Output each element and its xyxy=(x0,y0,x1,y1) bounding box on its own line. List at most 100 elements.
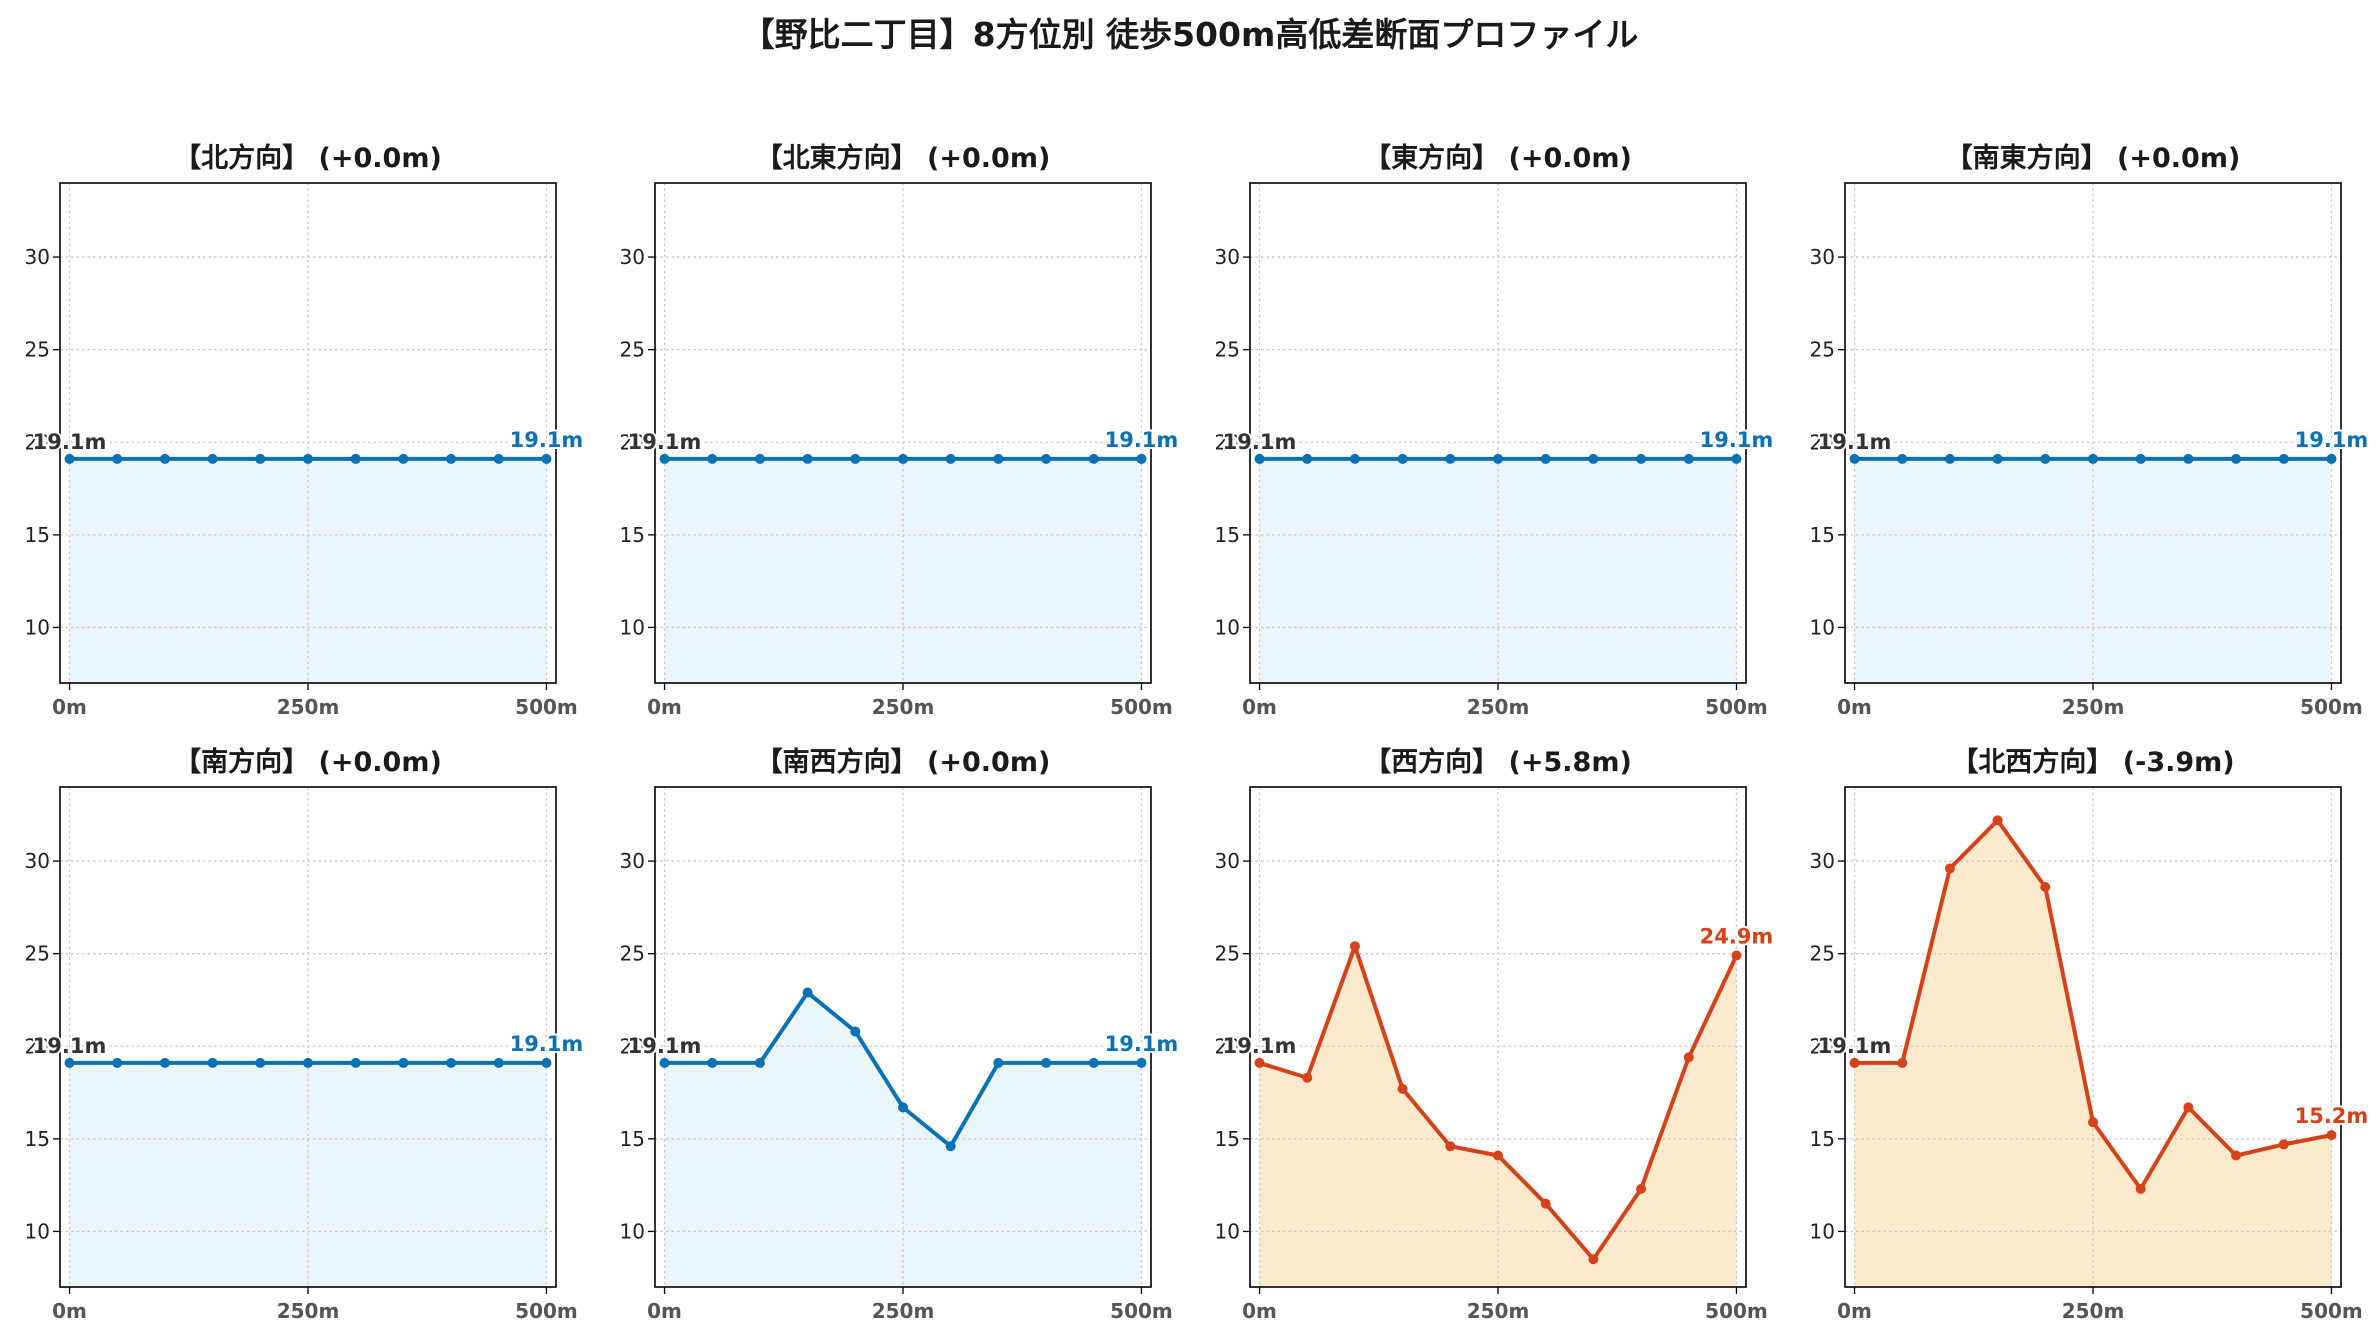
panel-5-ytick-label-2: 20 xyxy=(620,1034,645,1058)
panel-3-point-1 xyxy=(1897,453,1908,464)
panel-0-point-3 xyxy=(207,453,218,464)
panel-4-xtick-label-1: 250m xyxy=(277,1299,340,1323)
panel-7-point-10 xyxy=(2326,1130,2337,1141)
panel-6-ytick-label-3: 25 xyxy=(1215,942,1240,966)
panel-1-point-2 xyxy=(754,453,765,464)
panel-6: 10 15 20 25 30 0m 250m 500m 【西方向】 (+5.8m) 19.1m 24… xyxy=(1215,746,1776,1323)
panel-5: 10 15 20 25 30 0m 250m 500m 【南西方向】 (+0.0m) 19.1m 1… xyxy=(620,746,1181,1323)
panel-6-end-label: 24.9m xyxy=(1700,925,1774,949)
panel-0-xtick-label-1: 250m xyxy=(277,695,340,719)
panel-4-point-5 xyxy=(303,1057,313,1068)
panel-0-ytick-label-3: 25 xyxy=(25,338,50,362)
panel-2-xtick-label-0: 0m xyxy=(1242,695,1277,719)
panel-5-point-8 xyxy=(1041,1057,1052,1068)
panel-2-point-2 xyxy=(1349,453,1360,464)
panel-1-point-9 xyxy=(1088,453,1099,464)
panel-7: 10 15 20 25 30 0m 250m 500m 【北西方向】 (-3.9m) 19.1m 1… xyxy=(1810,746,2371,1323)
panel-2-ytick-label-2: 20 xyxy=(1215,430,1240,454)
panel-0-xtick-label-2: 500m xyxy=(515,695,578,719)
panel-6-point-8 xyxy=(1636,1183,1647,1194)
panel-7-point-3 xyxy=(1992,815,2003,826)
panel-0-ytick-label-0: 10 xyxy=(25,615,50,639)
panel-1-xtick-label-2: 500m xyxy=(1110,695,1173,719)
panel-1-ytick-label-4: 30 xyxy=(620,245,645,269)
panel-4-point-3 xyxy=(207,1057,218,1068)
panel-3-ytick-label-0: 10 xyxy=(1810,615,1835,639)
panel-3: 10 15 20 25 30 0m 250m 500m 【南東方向】 (+0.0m) 19.1m 1… xyxy=(1810,142,2371,719)
panel-7-ytick-label-3: 25 xyxy=(1810,942,1835,966)
panel-6-point-9 xyxy=(1683,1052,1694,1063)
panel-7-point-4 xyxy=(2040,882,2051,892)
panel-2-title: 【東方向】 (+0.0m) xyxy=(1364,142,1632,174)
panel-4-point-8 xyxy=(446,1057,457,1068)
panel-5-end-label: 19.1m xyxy=(1105,1032,1179,1056)
panel-1-end-label: 19.1m xyxy=(1105,428,1179,452)
panel-4-start-label: 19.1m xyxy=(33,1034,107,1058)
figure-title: 【野比二丁目】8方位別 徒歩500m高低差断面プロファイル xyxy=(741,15,1639,54)
panel-0-point-2 xyxy=(159,453,170,464)
panel-4-end-label: 19.1m xyxy=(510,1032,584,1056)
panel-5-point-10 xyxy=(1136,1057,1147,1068)
panel-2-point-5 xyxy=(1493,453,1503,464)
panel-0-point-8 xyxy=(446,453,457,464)
panel-1-point-6 xyxy=(945,453,956,464)
panel-6-title: 【西方向】 (+5.8m) xyxy=(1364,746,1632,778)
panel-1-point-0 xyxy=(659,453,670,464)
panel-5-point-7 xyxy=(993,1057,1004,1068)
panel-1-ytick-label-1: 15 xyxy=(620,523,645,547)
panel-5-xtick-label-2: 500m xyxy=(1110,1299,1173,1323)
panel-5-point-2 xyxy=(754,1057,765,1068)
panel-4-point-0 xyxy=(64,1057,75,1068)
panel-4-point-4 xyxy=(255,1057,266,1068)
panel-2-xtick-label-1: 250m xyxy=(1467,695,1530,719)
panel-1-point-10 xyxy=(1136,453,1147,464)
panel-1-xtick-label-0: 0m xyxy=(647,695,682,719)
panel-4-point-1 xyxy=(112,1057,123,1068)
panel-2-end-label: 19.1m xyxy=(1700,428,1774,452)
panel-5-axes-frame xyxy=(654,786,1152,1288)
panel-0: 10 15 20 25 30 0m 250m 500m 【北方向】 (+0.0m) 19.1m 19… xyxy=(25,142,586,719)
panel-3-point-5 xyxy=(2088,453,2098,464)
panel-2-ytick-label-4: 30 xyxy=(1215,245,1240,269)
panel-7-point-5 xyxy=(2088,1117,2098,1128)
panel-7-point-7 xyxy=(2183,1102,2194,1113)
panel-3-point-8 xyxy=(2231,453,2242,464)
panel-3-point-7 xyxy=(2183,453,2194,464)
panel-0-ytick-label-2: 20 xyxy=(25,430,50,454)
panel-4-point-9 xyxy=(493,1057,504,1068)
panel-1-axes-frame xyxy=(654,182,1152,684)
panel-7-point-0 xyxy=(1849,1057,1860,1068)
panel-5-ytick-label-1: 15 xyxy=(620,1127,645,1151)
panel-0-end-label: 19.1m xyxy=(510,428,584,452)
panel-2-point-0 xyxy=(1254,453,1265,464)
panel-0-point-7 xyxy=(398,453,409,464)
panel-2-ytick-label-3: 25 xyxy=(1215,338,1240,362)
panel-2-ytick-label-0: 10 xyxy=(1215,615,1240,639)
panel-0-axes-frame xyxy=(59,182,557,684)
panel-5-point-9 xyxy=(1088,1057,1099,1068)
panel-2-point-1 xyxy=(1302,453,1313,464)
panel-7-xtick-label-0: 0m xyxy=(1837,1299,1872,1323)
panel-6-xtick-label-2: 500m xyxy=(1705,1299,1768,1323)
panel-4-xtick-label-0: 0m xyxy=(52,1299,87,1323)
panel-6-ytick-label-1: 15 xyxy=(1215,1127,1240,1151)
panel-6-ytick-label-4: 30 xyxy=(1215,849,1240,873)
panel-2-axes-frame xyxy=(1249,182,1747,684)
panel-6-xtick-label-0: 0m xyxy=(1242,1299,1277,1323)
panel-3-xtick-label-0: 0m xyxy=(1837,695,1872,719)
panel-3-point-4 xyxy=(2040,453,2051,464)
panel-6-area-fill xyxy=(1259,946,1737,1287)
panel-0-point-1 xyxy=(112,453,123,464)
panel-7-point-9 xyxy=(2278,1139,2289,1150)
panel-7-title: 【北西方向】 (-3.9m) xyxy=(1951,746,2234,778)
panel-5-point-6 xyxy=(945,1141,956,1152)
panel-3-title: 【南東方向】 (+0.0m) xyxy=(1946,142,2241,174)
panel-4-xtick-label-2: 500m xyxy=(515,1299,578,1323)
panel-0-point-0 xyxy=(64,453,75,464)
panel-7-xtick-label-1: 250m xyxy=(2062,1299,2125,1323)
panel-6-xtick-label-1: 250m xyxy=(1467,1299,1530,1323)
panel-2-point-3 xyxy=(1397,453,1408,464)
panel-5-point-4 xyxy=(850,1026,861,1037)
panel-6-point-1 xyxy=(1302,1072,1313,1083)
panel-3-ytick-label-4: 30 xyxy=(1810,245,1835,269)
